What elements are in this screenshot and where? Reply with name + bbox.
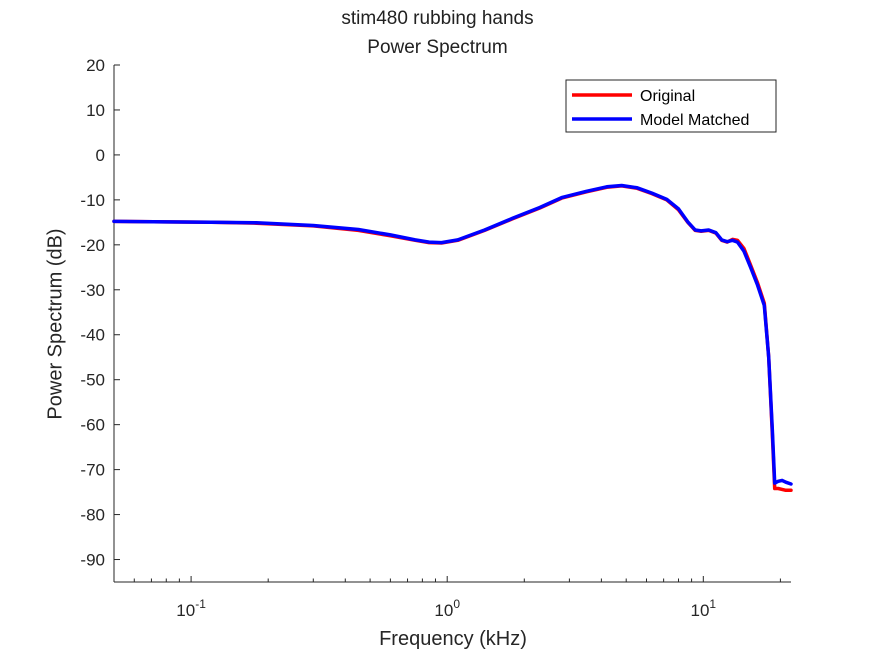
chart-title: stim480 rubbing hands: [341, 8, 534, 29]
series-line-model-matched: [112, 183, 793, 486]
chart-subtitle: Power Spectrum: [367, 37, 508, 58]
y-tick-label: -40: [80, 326, 105, 345]
y-tick-label: -60: [80, 416, 105, 435]
x-tick-label: 101: [690, 597, 716, 620]
y-axis-label: Power Spectrum (dB): [44, 228, 67, 420]
y-tick-label: -70: [80, 461, 105, 480]
y-tick-label: 0: [96, 146, 105, 165]
x-tick-label: 10-1: [176, 597, 206, 620]
y-tick-label: 10: [86, 101, 105, 120]
y-tick-label: 20: [86, 56, 105, 75]
x-axis-label: Frequency (kHz): [379, 628, 527, 650]
y-tick-label: -50: [80, 371, 105, 390]
legend-label-original: Original: [640, 88, 695, 105]
y-tick-label: -80: [80, 506, 105, 525]
legend-box: [565, 79, 777, 133]
y-tick-label: -30: [80, 281, 105, 300]
y-tick-label: -10: [80, 191, 105, 210]
series-line-original: [112, 184, 793, 493]
y-tick-label: -90: [80, 551, 105, 570]
x-tick-label: 100: [434, 597, 460, 620]
y-tick-label: -20: [80, 236, 105, 255]
legend-label-model-matched: Model Matched: [640, 112, 749, 129]
